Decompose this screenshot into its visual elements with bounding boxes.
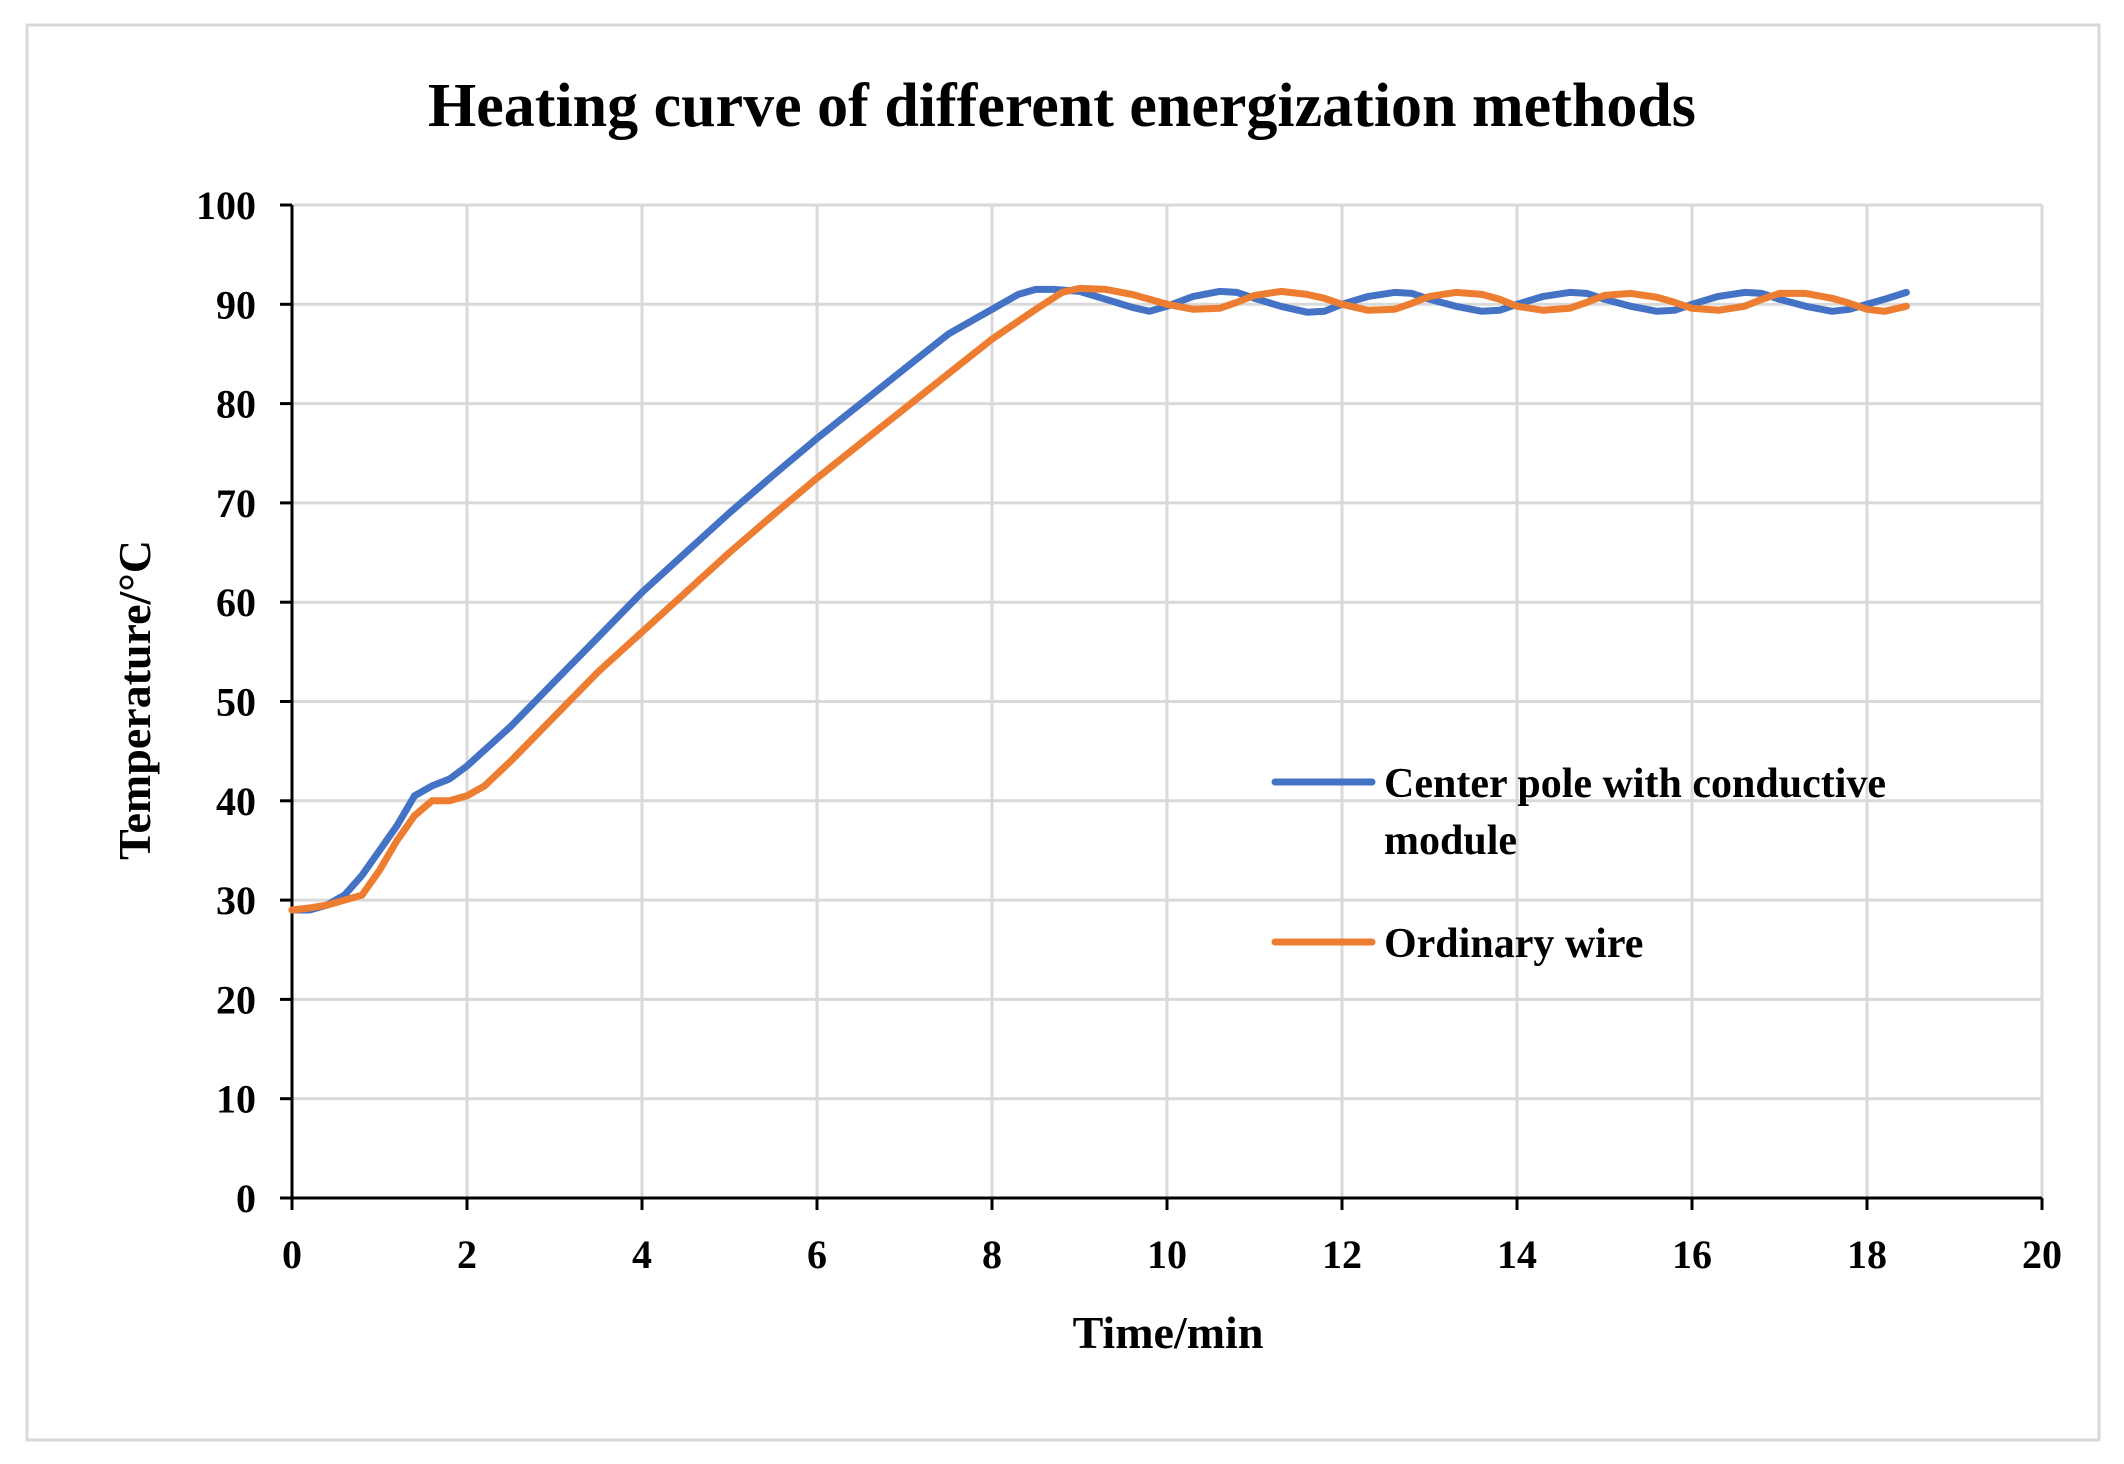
y-tick-label: 10 [216, 1077, 256, 1122]
y-tick-label: 60 [216, 580, 256, 625]
y-tick-label: 20 [216, 977, 256, 1022]
x-tick-label: 16 [1672, 1232, 1712, 1277]
y-tick-label: 90 [216, 282, 256, 327]
legend-label-series-1: Ordinary wire [1384, 921, 1643, 967]
x-tick-label: 0 [282, 1232, 302, 1277]
x-tick-label: 8 [982, 1232, 1002, 1277]
y-tick-label: 70 [216, 481, 256, 526]
series-line-0 [288, 285, 1910, 914]
x-tick-label: 2 [457, 1232, 477, 1277]
y-tick-label: 40 [216, 779, 256, 824]
legend-label-series-0-line-1: Center pole with conductive [1384, 761, 1886, 807]
legend: Center pole with conductive module Ordin… [1271, 761, 1886, 967]
y-tick-label: 0 [236, 1176, 256, 1221]
x-tick-label: 20 [2022, 1232, 2062, 1277]
series-line-1 [288, 284, 1910, 914]
x-tick-label: 18 [1847, 1232, 1887, 1277]
x-tick-label: 10 [1147, 1232, 1187, 1277]
y-tick-label: 30 [216, 878, 256, 923]
series-layer [288, 284, 1910, 914]
y-tick-label: 50 [216, 680, 256, 725]
x-tick-label: 14 [1497, 1232, 1537, 1277]
x-tick-label: 4 [632, 1232, 652, 1277]
chart-title: Heating curve of different energization … [428, 72, 1696, 140]
x-tick-label: 12 [1322, 1232, 1362, 1277]
x-axis-label: Time/min [1073, 1307, 1264, 1358]
y-axis-label: Temperature/°C [109, 540, 160, 860]
axes: 0 10 20 30 40 50 60 70 80 90 100 0 2 4 6 8 10 12 14 16 18 20 [196, 183, 2062, 1277]
chart-border [25, 23, 2101, 1442]
legend-label-series-0-line-2: module [1384, 818, 1517, 864]
y-tick-label: 80 [216, 382, 256, 427]
y-tick-label: 100 [196, 183, 256, 228]
x-tick-label: 6 [807, 1232, 827, 1277]
